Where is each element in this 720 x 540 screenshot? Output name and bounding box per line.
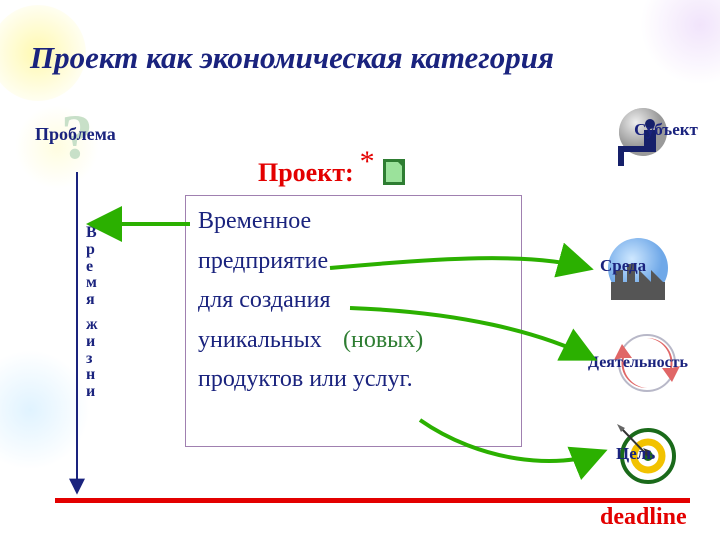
vc: и — [86, 334, 98, 351]
node-subject: Субъект — [588, 106, 698, 140]
project-word: Проект: — [258, 158, 354, 187]
bg-bubble — [0, 350, 90, 470]
definition-box: Временное предприятие для создания уника… — [185, 195, 522, 447]
def-line: предприятие — [198, 242, 533, 282]
subject-label: Субъект — [634, 120, 698, 140]
bg-bubble — [640, 0, 720, 85]
definition-insert: (новых) — [343, 321, 423, 361]
goal-label: Цель — [616, 444, 655, 464]
def-line: Временное — [198, 202, 533, 242]
activity-label: Деятельность — [588, 354, 688, 372]
node-goal: Цель — [598, 418, 698, 488]
def-line-text: уникальных — [198, 327, 322, 353]
deadline-bar — [55, 498, 690, 503]
def-line: уникальных (новых) — [198, 321, 533, 361]
deadline-label: deadline — [600, 504, 687, 531]
vc: е — [86, 259, 98, 276]
def-line: продуктов или услуг. — [198, 360, 533, 400]
slide-canvas: Проект как экономическая категория ? Про… — [0, 0, 720, 540]
node-activity: Деятельность — [582, 328, 712, 398]
vc: и — [86, 384, 98, 401]
vc: р — [86, 242, 98, 259]
def-line: для создания — [198, 281, 533, 321]
page-title: Проект как экономическая категория — [30, 40, 554, 76]
definition-text: Временное предприятие для создания уника… — [198, 202, 533, 400]
node-env: Среда — [578, 234, 698, 312]
document-icon — [383, 159, 405, 185]
asterisk-icon: * — [360, 145, 375, 178]
vc: я — [86, 292, 98, 309]
vc: з — [86, 351, 98, 368]
vc: В — [86, 225, 98, 242]
project-heading: Проект: * — [258, 155, 405, 189]
time-life-label: В р е м я ж и з н и — [86, 225, 98, 401]
env-label: Среда — [600, 256, 646, 276]
vc: ж — [86, 317, 98, 334]
vc: м — [86, 275, 98, 292]
vc: н — [86, 367, 98, 384]
problem-label: Проблема — [35, 124, 116, 145]
